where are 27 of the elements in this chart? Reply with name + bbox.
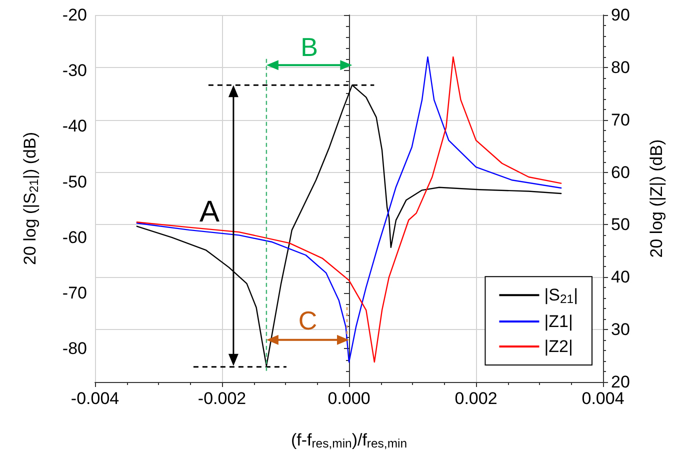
y-tick-label: -60: [62, 228, 87, 247]
y2-tick-label: 40: [611, 268, 630, 287]
y-tick-label: -20: [62, 6, 87, 24]
annotation: A: [199, 195, 220, 228]
y2-tick-label: 70: [611, 110, 630, 130]
y-tick-label: -80: [62, 339, 87, 358]
legend-label: |Z2|: [544, 337, 573, 356]
y2-tick-label: 20: [611, 372, 630, 392]
y2-tick-label: 90: [611, 6, 630, 24]
y2-tick-label: 80: [611, 58, 630, 77]
legend-label: |Z1|: [544, 312, 573, 331]
annotation: B: [300, 32, 318, 62]
y2-tick-label: 50: [611, 215, 630, 234]
annotation: C: [298, 306, 318, 336]
x-tick-label: -0.002: [198, 389, 246, 408]
y-axis-title: 20 log (|S21|) (dB): [20, 132, 41, 265]
y2-tick-label: 60: [611, 162, 630, 182]
y2-axis-title: 20 log (|Z|) (dB): [647, 139, 666, 258]
x-tick-label: 0.004: [582, 389, 624, 408]
y-tick-label: -40: [62, 116, 87, 136]
y2-tick-label: 30: [611, 320, 630, 340]
y-tick-label: -30: [62, 61, 87, 80]
y-tick-label: -70: [62, 284, 87, 303]
x-tick-label: 0.000: [328, 389, 370, 408]
y-tick-label: -50: [62, 172, 87, 192]
x-tick-label: -0.004: [70, 389, 120, 408]
x-tick-label: 0.002: [454, 389, 498, 408]
